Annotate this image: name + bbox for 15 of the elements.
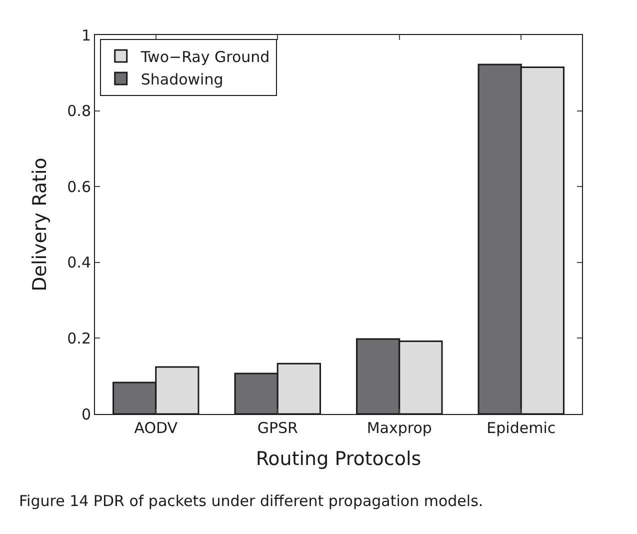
y-tick-label: 0 — [81, 405, 91, 424]
y-axis-title: Delivery Ratio — [28, 158, 51, 292]
x-tick-label: Maxprop — [366, 419, 432, 437]
legend-label: Shadowing — [140, 70, 224, 88]
legend-label: Two−Ray Ground — [140, 48, 270, 66]
x-tick-label: Epidemic — [486, 419, 556, 437]
y-tick-label: 0.2 — [67, 329, 91, 348]
y-tick-label: 0.4 — [67, 254, 91, 272]
x-tick-label: AODV — [134, 419, 178, 437]
y-tick-label: 0.8 — [67, 102, 91, 120]
y-tick-label: 0.6 — [67, 178, 91, 196]
y-tick-label: 1 — [81, 26, 91, 44]
x-axis-title: Routing Protocols — [256, 448, 422, 470]
caption: Figure 14 PDR of packets under different propagation models. — [19, 492, 484, 510]
x-tick-label: GPSR — [257, 419, 298, 437]
